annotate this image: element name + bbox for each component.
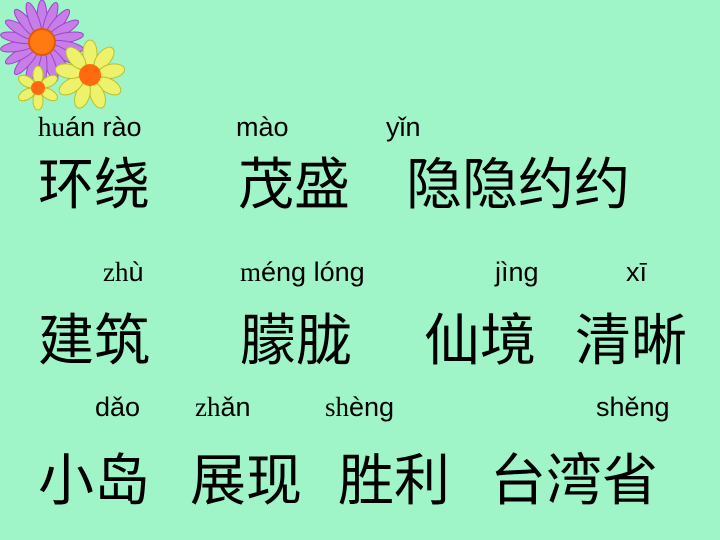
word-shengli: 胜利 [338,449,450,514]
word-huanrao: 环绕 [38,153,150,218]
pinyin-rest: èng [349,392,395,422]
pinyin-rest: shěng [596,392,670,422]
pinyin-rest: jìng [495,257,539,287]
word-xiaodao: 小岛 [38,449,150,514]
pinyin-zhan: zhǎn [195,394,251,421]
pinyin-rest: mào [236,112,289,142]
pinyin-initial: m [240,257,262,287]
pinyin-rest: dǎo [95,392,141,422]
pinyin-mao: mào [236,114,289,141]
pinyin-yin: yǐn [386,114,421,141]
pinyin-initial: hu [38,112,65,142]
pinyin-menglong: méng lóng [240,259,365,286]
pinyin-rest: éng lóng [261,257,365,287]
pinyin-rest: ù [128,257,144,287]
pinyin-rest: xī [626,257,648,287]
word-xianjing: 仙境 [424,309,536,374]
word-yinyinyueyue: 隐隐约约 [406,153,630,218]
pinyin-xi: xī [626,259,647,286]
word-qingxi: 清晰 [575,309,687,374]
pinyin-jing: jìng [495,259,539,286]
pinyin-rest: yǐn [386,112,421,142]
pinyin-rest: ǎn [220,392,251,422]
word-jianzhu: 建筑 [38,309,150,374]
purple-flower-icon [0,0,84,85]
word-zhanxian: 展现 [190,449,302,514]
pinyin-dao: dǎo [95,394,140,421]
word-taiwansheng: 台湾省 [490,449,658,514]
small-flower-icon [18,65,58,111]
pinyin-initial: zh [103,257,129,287]
pinyin-rest: án rào [65,112,142,142]
yellow-flower-icon [54,39,126,109]
flower-cluster-icon [0,0,126,111]
pinyin-sheng: shèng [325,394,394,421]
pinyin-sheng2: shěng [596,394,670,421]
word-menglong: 朦胧 [240,309,352,374]
pinyin-zhu: zhù [103,259,144,286]
pinyin-initial: sh [325,392,350,422]
pinyin-huanrao: huán rào [38,114,142,141]
word-maosheng: 茂盛 [238,153,350,218]
pinyin-initial: zh [195,392,221,422]
